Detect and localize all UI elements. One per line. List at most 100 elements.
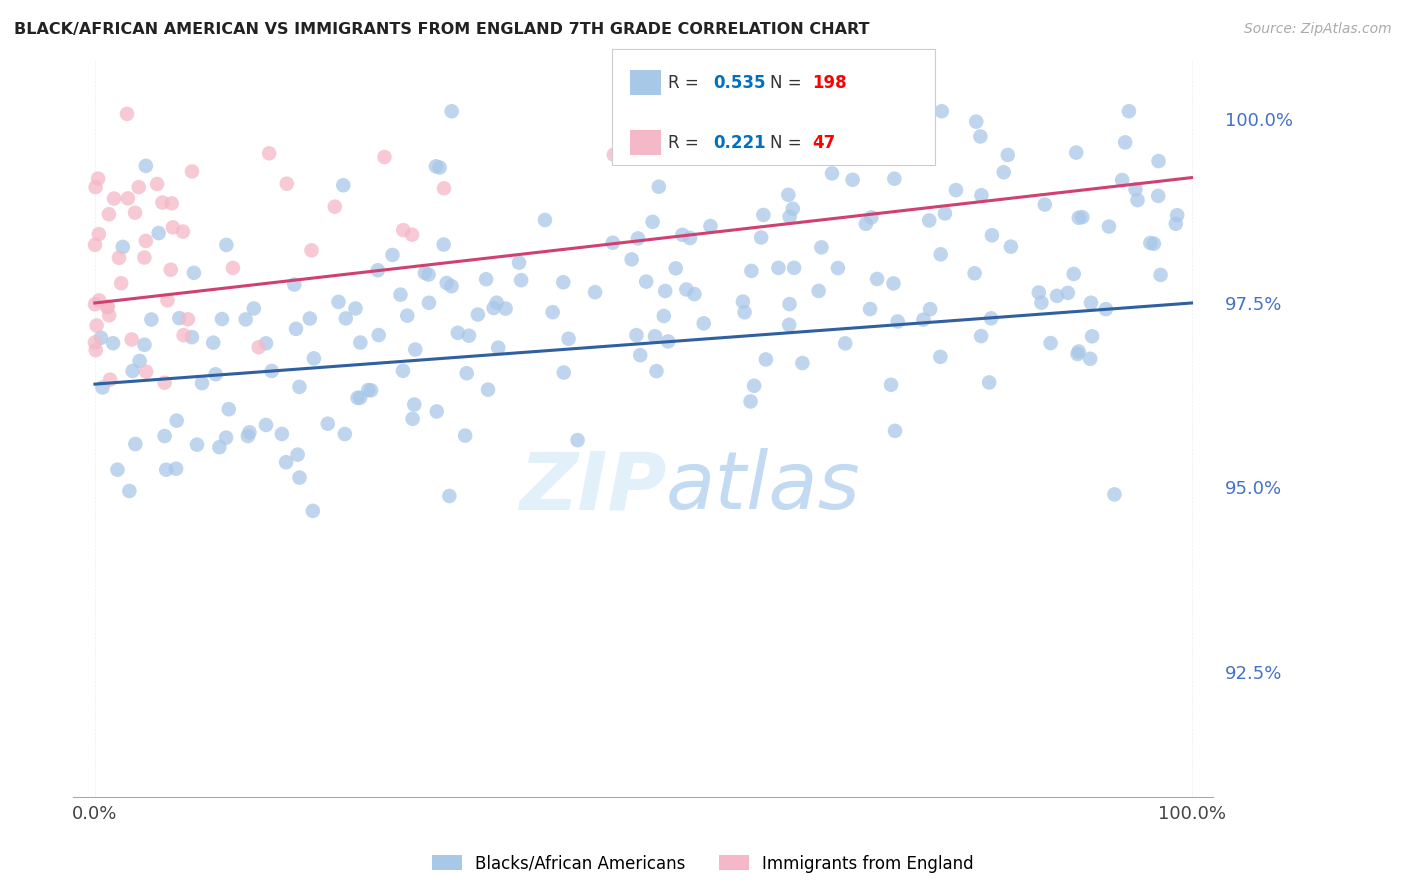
Point [247, 340, 270, 354]
Point [645, 364, 668, 378]
Point [91, 380, 114, 394]
Point [626, 328, 648, 343]
Point [202, 335, 225, 350]
Point [218, 402, 240, 417]
Point [96, 300, 118, 314]
Point [181, 164, 204, 178]
Point [367, 328, 389, 343]
Point [110, 277, 132, 291]
Point [332, 178, 354, 193]
Point [360, 384, 382, 398]
Point [1080, 295, 1102, 310]
Point [301, 244, 323, 258]
Point [135, 365, 157, 379]
Point [508, 255, 530, 269]
Point [482, 301, 505, 315]
Point [1066, 347, 1088, 361]
Point [440, 104, 463, 119]
Point [553, 275, 575, 289]
Point [235, 312, 257, 326]
Point [855, 217, 877, 231]
Point [699, 219, 721, 233]
Point [271, 427, 294, 442]
Point [553, 366, 575, 380]
Point [1078, 351, 1101, 366]
Point [222, 260, 245, 275]
Point [392, 364, 415, 378]
Point [454, 428, 477, 442]
Point [141, 312, 163, 326]
Point [134, 251, 156, 265]
Point [160, 196, 183, 211]
Point [993, 165, 1015, 179]
Point [1139, 235, 1161, 250]
Point [392, 223, 415, 237]
Point [254, 336, 277, 351]
Point [1118, 104, 1140, 119]
Point [169, 311, 191, 326]
Point [1000, 240, 1022, 254]
Point [969, 129, 991, 144]
Point [115, 107, 138, 121]
Point [665, 261, 688, 276]
Point [215, 431, 238, 445]
Point [440, 279, 463, 293]
Point [841, 173, 863, 187]
Point [243, 301, 266, 316]
Point [172, 225, 194, 239]
Point [1147, 189, 1170, 203]
Point [807, 284, 830, 298]
Point [181, 330, 204, 344]
Point [1114, 136, 1136, 150]
Point [349, 391, 371, 405]
Point [657, 334, 679, 349]
Text: R =: R = [668, 74, 704, 92]
Point [418, 268, 440, 282]
Point [260, 364, 283, 378]
Point [373, 150, 395, 164]
Point [87, 227, 110, 242]
Point [1095, 302, 1118, 317]
Point [191, 376, 214, 391]
Point [740, 394, 762, 409]
Point [108, 251, 131, 265]
Point [285, 322, 308, 336]
Point [367, 263, 389, 277]
Legend: Blacks/African Americans, Immigrants from England: Blacks/African Americans, Immigrants fro… [426, 848, 980, 880]
Point [84, 297, 107, 311]
Point [98, 308, 121, 322]
Point [401, 227, 423, 242]
Point [124, 437, 146, 451]
Text: ZIP: ZIP [519, 449, 666, 526]
Text: R =: R = [668, 134, 704, 152]
Point [541, 305, 564, 319]
Point [510, 273, 533, 287]
Text: 0.221: 0.221 [713, 134, 765, 152]
Point [211, 312, 233, 326]
Point [945, 183, 967, 197]
Point [620, 252, 643, 267]
Point [970, 329, 993, 343]
Point [396, 309, 419, 323]
Point [821, 166, 844, 180]
Point [965, 114, 987, 128]
Point [316, 417, 339, 431]
Point [693, 316, 716, 330]
Point [557, 332, 579, 346]
Point [931, 104, 953, 119]
Point [792, 356, 814, 370]
Point [1104, 487, 1126, 501]
Point [1166, 208, 1188, 222]
Point [779, 297, 801, 311]
Point [963, 266, 986, 280]
Point [215, 238, 238, 252]
Point [485, 295, 508, 310]
Point [834, 336, 856, 351]
Point [534, 213, 557, 227]
Point [782, 202, 804, 216]
Point [912, 312, 935, 326]
Point [1071, 210, 1094, 224]
Point [477, 383, 499, 397]
Text: 47: 47 [813, 134, 837, 152]
Point [433, 181, 456, 195]
